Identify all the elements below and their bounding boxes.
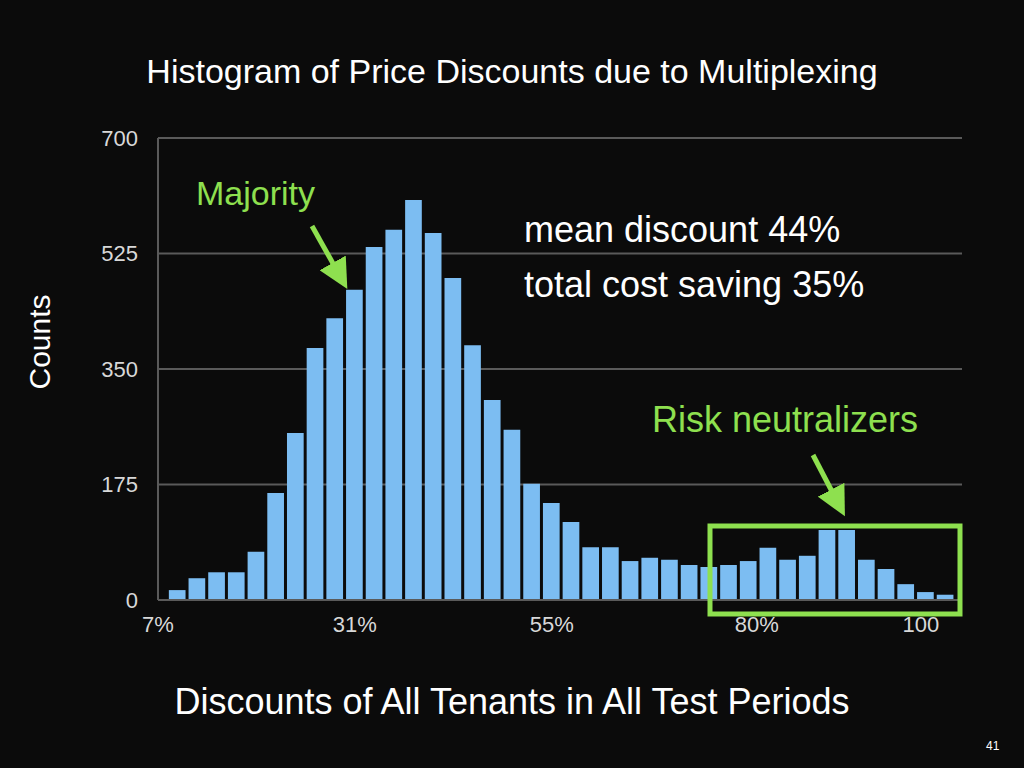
svg-text:55%: 55% [530,612,574,637]
html-text:41: 41 [986,739,1000,753]
svg-text:31%: 31% [333,612,377,637]
html-text:Majority: Majority [196,174,315,212]
svg-text:100: 100 [903,612,940,637]
svg-text:525: 525 [101,241,138,266]
svg-text:7%: 7% [142,612,174,637]
html-text:mean discount 44%: mean discount 44% [524,209,841,250]
html-text:Discounts of All Tenants in Al: Discounts of All Tenants in All Test Per… [174,681,850,722]
html-text:total cost saving 35%: total cost saving 35% [524,264,865,305]
svg-text:0: 0 [126,588,138,613]
svg-text:80%: 80% [735,612,779,637]
html-text:Risk neutralizers: Risk neutralizers [652,399,919,440]
svg-text:700: 700 [101,126,138,151]
html-text:Histogram of Price Discounts d: Histogram of Price Discounts due to Mult… [146,52,878,90]
svg-text:350: 350 [101,357,138,382]
svg-text:175: 175 [101,472,138,497]
html-text:Counts: Counts [23,294,56,390]
